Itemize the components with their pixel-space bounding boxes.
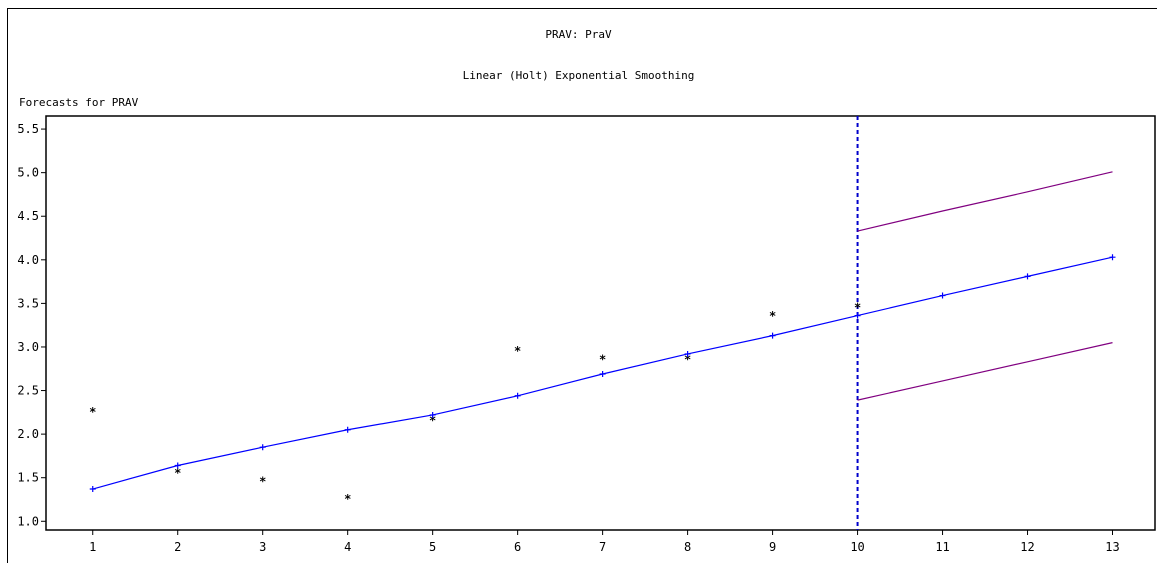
actual-point: * [259, 475, 266, 489]
y-tick-label: 4.0 [17, 253, 39, 267]
y-tick-label: 5.0 [17, 166, 39, 180]
actual-point: * [684, 353, 691, 367]
y-tick-label: 1.0 [17, 514, 39, 528]
fitted-point [1109, 254, 1116, 261]
x-tick-label: 9 [769, 540, 776, 554]
fitted-point [1024, 273, 1031, 280]
y-tick-label: 2.0 [17, 427, 39, 441]
fitted-point [769, 332, 776, 339]
x-tick-label: 5 [429, 540, 436, 554]
actual-point: * [89, 405, 96, 419]
x-tick-label: 13 [1105, 540, 1119, 554]
chart-subtitle: Linear (Holt) Exponential Smoothing [462, 69, 695, 82]
x-tick-label: 8 [684, 540, 691, 554]
fitted-point [89, 486, 96, 493]
actual-point: * [599, 353, 606, 367]
actual-point: * [429, 414, 436, 428]
chart-heading: Forecasts for PRAV [19, 96, 139, 109]
x-tick-label: 7 [599, 540, 606, 554]
y-tick-label: 2.5 [17, 384, 39, 398]
x-tick-label: 6 [514, 540, 521, 554]
x-tick-label: 2 [174, 540, 181, 554]
chart-title: PRAV: PraV [545, 28, 612, 41]
y-tick-label: 3.0 [17, 340, 39, 354]
fitted-point [174, 462, 181, 469]
fitted-point [599, 370, 606, 377]
y-tick-label: 4.5 [17, 209, 39, 223]
x-tick-label: 12 [1020, 540, 1034, 554]
x-tick-label: 10 [850, 540, 864, 554]
fitted-point [854, 312, 861, 319]
lower-confidence-line [857, 342, 1113, 401]
fitted-point [514, 392, 521, 399]
fitted-point [259, 444, 266, 451]
y-tick-label: 1.5 [17, 471, 39, 485]
actual-point: * [344, 492, 351, 506]
fitted-point [939, 292, 946, 299]
y-tick-label: 5.5 [17, 122, 39, 136]
x-tick-label: 3 [259, 540, 266, 554]
actual-point: * [514, 344, 521, 358]
y-tick-label: 3.5 [17, 296, 39, 310]
actual-point: * [769, 309, 776, 323]
actual-point: * [174, 466, 181, 480]
fitted-point [429, 411, 436, 418]
fitted-point [684, 350, 691, 357]
fitted-point [344, 426, 351, 433]
x-tick-label: 1 [89, 540, 96, 554]
upper-confidence-line [857, 171, 1113, 232]
x-tick-label: 11 [935, 540, 949, 554]
x-tick-label: 4 [344, 540, 351, 554]
plot-area [45, 115, 1156, 531]
chart-frame [7, 8, 1157, 563]
actual-point: * [854, 300, 861, 314]
